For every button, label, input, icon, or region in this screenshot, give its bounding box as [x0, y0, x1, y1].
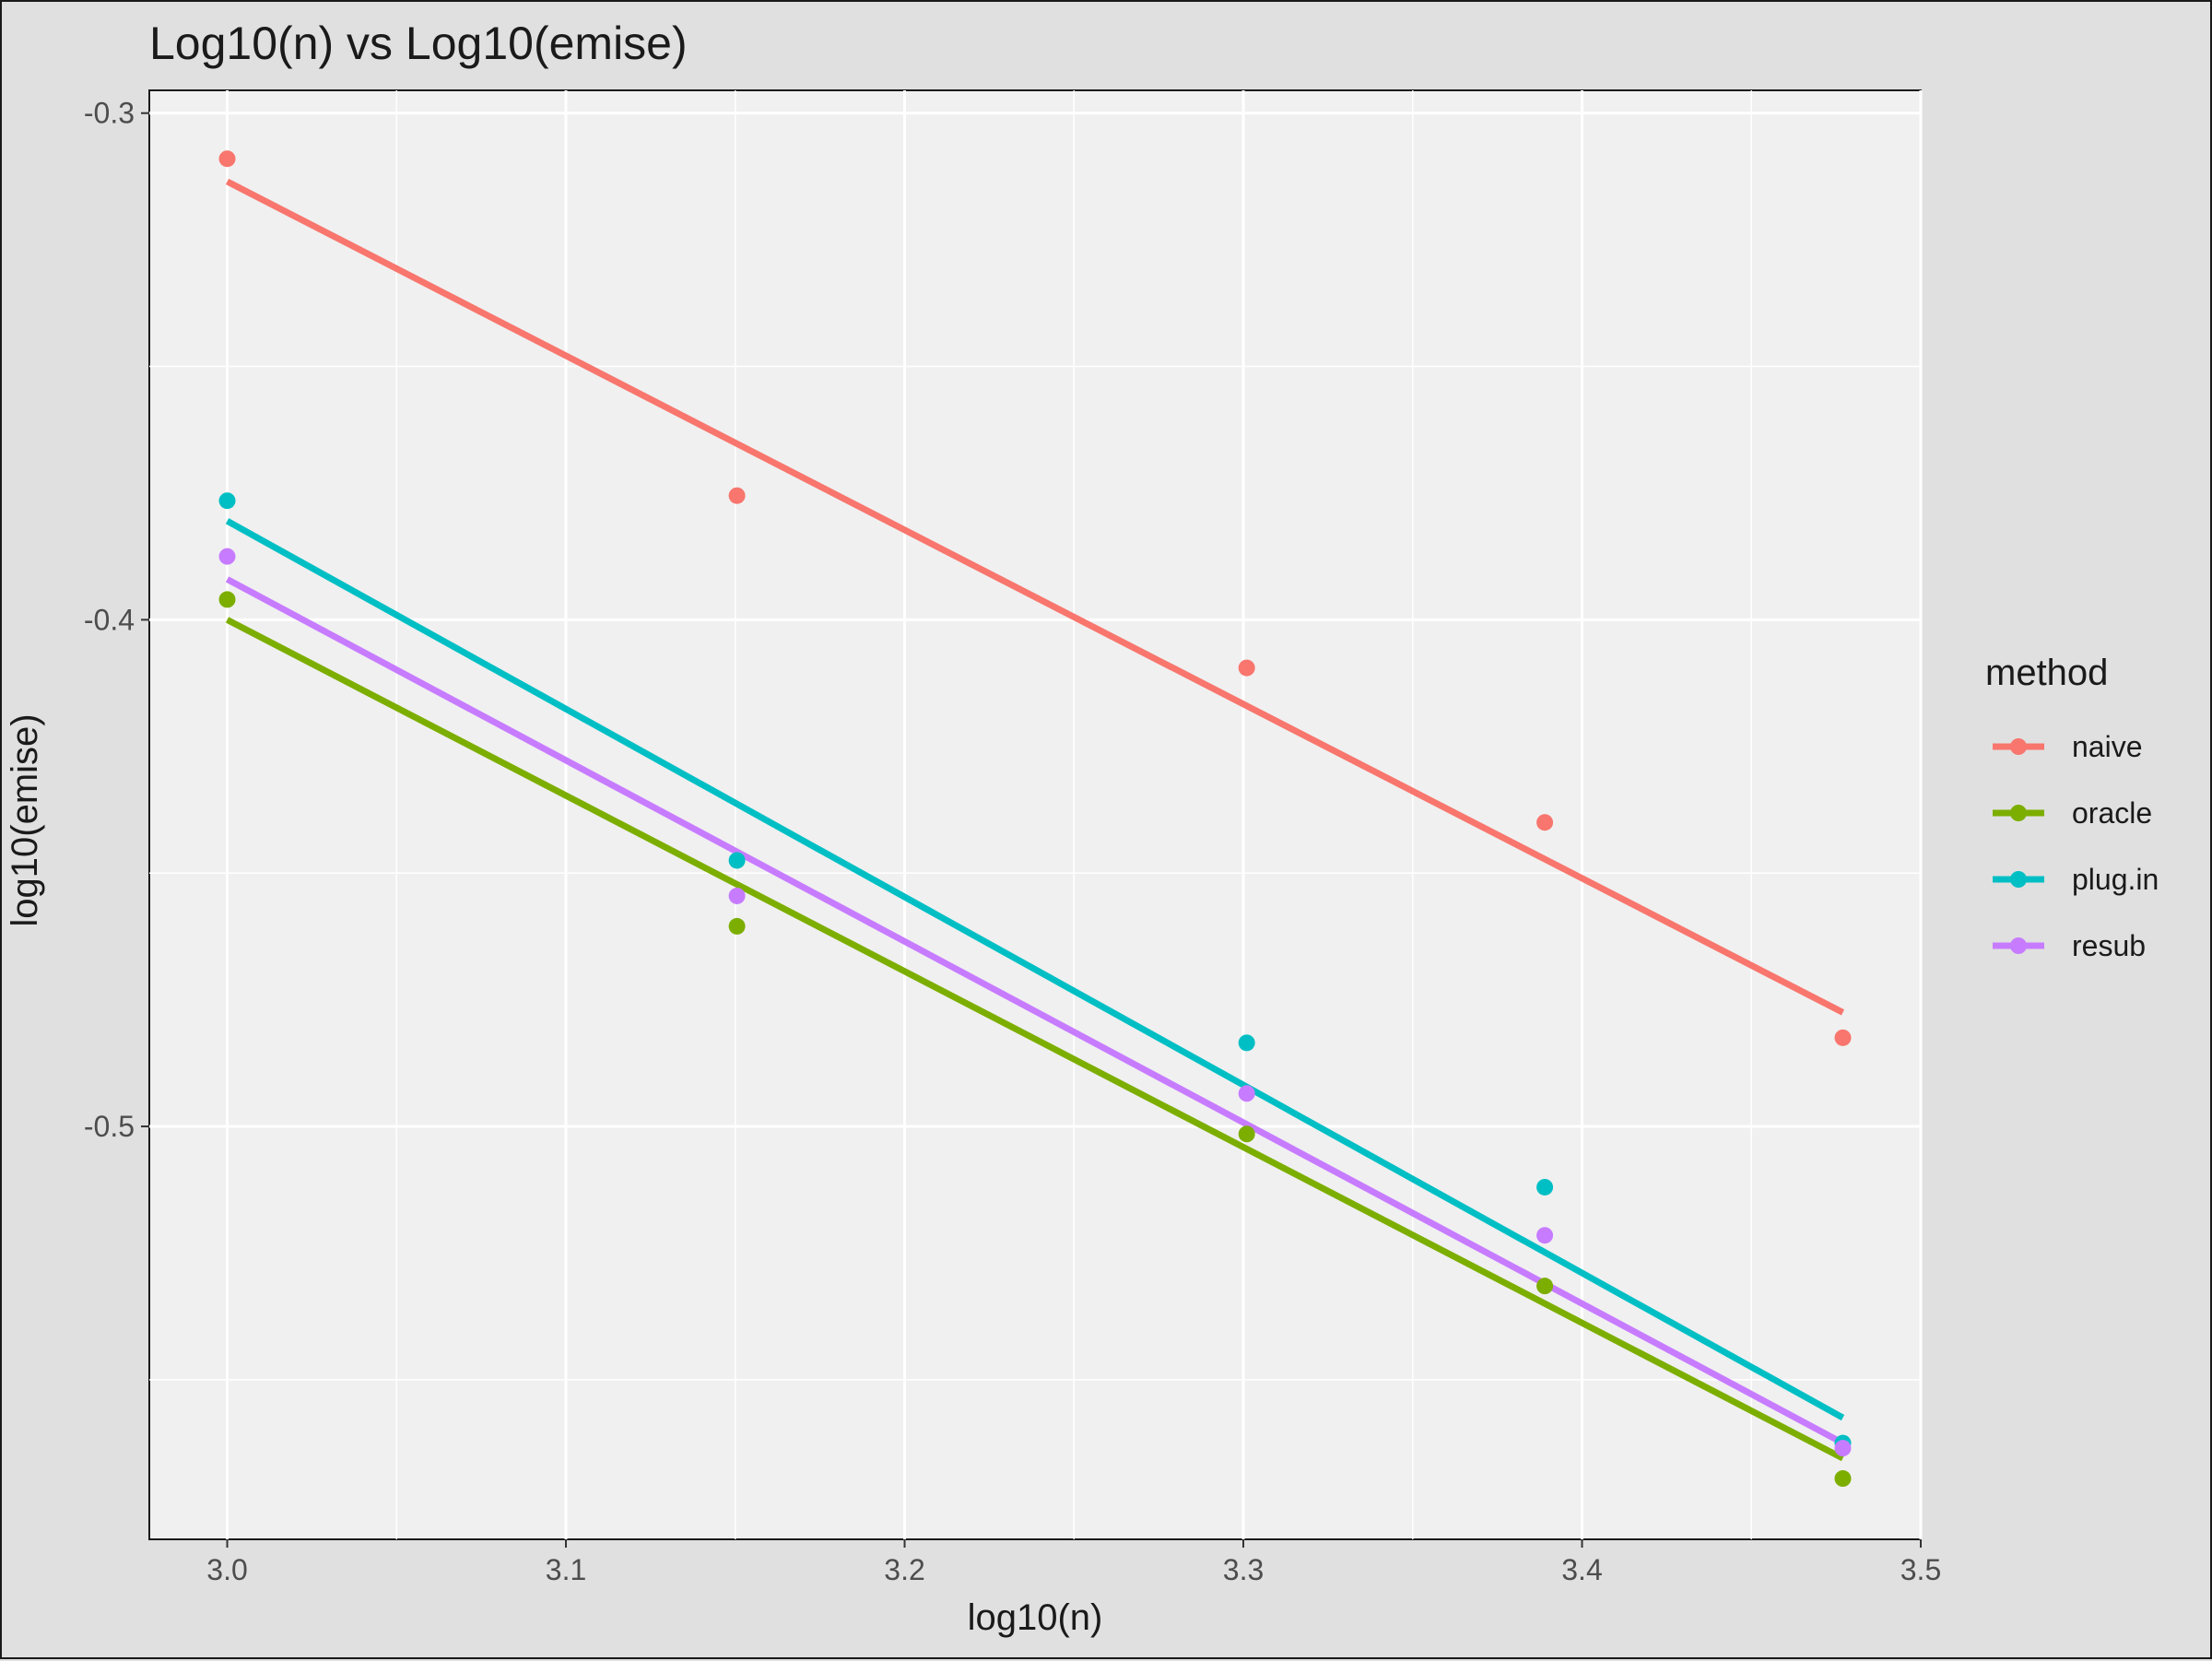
- x-tick-label: 3.5: [1900, 1553, 1941, 1586]
- chart-title: Log10(n) vs Log10(emise): [149, 18, 688, 69]
- grid-major: [149, 90, 1923, 1539]
- legend-title: method: [1985, 653, 2108, 693]
- point-resub: [1238, 1085, 1255, 1102]
- x-axis-title: log10(n): [968, 1597, 1103, 1638]
- legend-dot: [2010, 871, 2027, 888]
- point-plug-in: [1238, 1034, 1255, 1052]
- point-oracle: [218, 591, 236, 608]
- legend-label-resub: resub: [2072, 929, 2146, 962]
- x-tick-label: 3.0: [206, 1553, 247, 1586]
- legend-label-naive: naive: [2072, 730, 2143, 763]
- legend-label-oracle: oracle: [2072, 796, 2152, 830]
- legend-key-plug-in: [1993, 871, 2044, 888]
- legend-label-plug-in: plug.in: [2072, 863, 2159, 896]
- legend-dot: [2010, 937, 2027, 954]
- plot-panel: [148, 89, 1922, 1540]
- point-oracle: [728, 917, 746, 935]
- legend: method naive oracle plug.in resub: [1985, 653, 2159, 962]
- point-oracle: [1536, 1278, 1554, 1295]
- point-naive: [1238, 659, 1255, 677]
- point-naive: [1536, 814, 1554, 831]
- point-naive: [1834, 1029, 1852, 1046]
- point-resub: [728, 887, 746, 904]
- y-axis-title: log10(emise): [5, 713, 45, 926]
- legend-key-resub: [1993, 937, 2044, 954]
- y-tick-label: -0.3: [84, 97, 135, 130]
- point-plug-in: [218, 492, 236, 510]
- y-tick-label: -0.5: [84, 1110, 135, 1143]
- legend-key-naive: [1993, 738, 2044, 755]
- fit-line-plug-in: [225, 518, 1845, 1421]
- legend-dot: [2010, 738, 2027, 755]
- fit-line-naive: [225, 178, 1845, 1016]
- point-oracle: [1834, 1470, 1852, 1488]
- data-points: [218, 150, 1852, 1488]
- point-resub: [1536, 1227, 1554, 1244]
- point-resub: [218, 548, 236, 565]
- x-tick-label: 3.1: [546, 1553, 586, 1586]
- point-naive: [218, 150, 236, 168]
- point-plug-in: [1536, 1178, 1554, 1196]
- y-axis-ticks: -0.3 -0.4 -0.5: [84, 97, 149, 1143]
- grid-minor: [149, 90, 1921, 1539]
- y-tick-label: -0.4: [84, 603, 135, 636]
- point-resub: [1834, 1440, 1852, 1457]
- point-naive: [728, 487, 746, 504]
- legend-dot: [2010, 805, 2027, 821]
- point-oracle: [1238, 1125, 1255, 1143]
- point-plug-in: [728, 852, 746, 869]
- fit-line-resub: [225, 576, 1845, 1446]
- x-tick-label: 3.4: [1561, 1553, 1602, 1586]
- x-tick-label: 3.3: [1223, 1553, 1264, 1586]
- fit-lines: [225, 178, 1845, 1462]
- fit-line-oracle: [225, 617, 1845, 1462]
- x-axis-ticks: 3.0 3.1 3.2 3.3 3.4 3.5: [206, 1539, 1941, 1586]
- legend-key-oracle: [1993, 805, 2044, 821]
- x-tick-label: 3.2: [884, 1553, 924, 1586]
